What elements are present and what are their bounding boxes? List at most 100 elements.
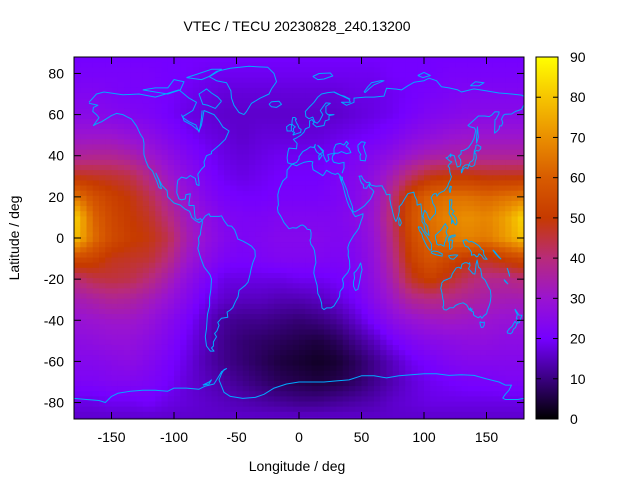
heatmap-cell <box>299 226 306 233</box>
heatmap-cell <box>217 242 225 248</box>
heatmap-cell <box>242 77 250 84</box>
heatmap-cell <box>286 113 294 120</box>
heatmap-cell <box>355 206 363 212</box>
heatmap-cell <box>492 365 500 372</box>
heatmap-cell <box>305 216 313 223</box>
heatmap-cell <box>199 175 206 182</box>
heatmap-cell <box>449 324 456 331</box>
heatmap-cell <box>499 278 506 284</box>
heatmap-cell <box>142 401 150 408</box>
heatmap-cell <box>330 200 338 207</box>
heatmap-cell <box>111 206 119 212</box>
heatmap-cell <box>436 247 444 253</box>
heatmap-cell <box>92 339 100 346</box>
heatmap-cell <box>117 319 125 325</box>
heatmap-cell <box>224 278 231 284</box>
heatmap-cell <box>311 231 319 238</box>
heatmap-cell <box>155 144 163 151</box>
heatmap-cell <box>86 82 94 89</box>
heatmap-cell <box>149 314 156 320</box>
heatmap-cell <box>180 231 188 238</box>
heatmap-cell <box>411 190 419 197</box>
heatmap-cell <box>192 293 200 300</box>
heatmap-cell <box>361 324 369 331</box>
heatmap-cell <box>449 170 456 176</box>
heatmap-cell <box>299 288 306 295</box>
heatmap-cell <box>286 128 294 135</box>
heatmap-cell <box>486 283 494 289</box>
heatmap-cell <box>292 396 300 403</box>
heatmap-cell <box>430 257 438 264</box>
heatmap-cell <box>467 190 475 197</box>
heatmap-cell <box>505 257 513 264</box>
heatmap-cell <box>186 242 194 248</box>
heatmap-cell <box>230 401 238 408</box>
heatmap-cell <box>92 154 100 161</box>
heatmap-cell <box>355 303 363 310</box>
heatmap-cell <box>342 72 350 79</box>
heatmap-cell <box>74 355 81 361</box>
heatmap-cell <box>186 180 194 187</box>
heatmap-cell <box>155 242 163 248</box>
heatmap-cell <box>349 72 356 79</box>
heatmap-cell <box>449 206 456 212</box>
heatmap-cell <box>186 267 194 274</box>
heatmap-cell <box>430 396 438 403</box>
heatmap-cell <box>405 57 413 63</box>
heatmap-cell <box>124 108 131 115</box>
heatmap-cell <box>324 92 331 99</box>
heatmap-cell <box>505 226 513 233</box>
heatmap-cell <box>230 344 238 351</box>
heatmap-cell <box>292 350 300 356</box>
heatmap-cell <box>249 226 256 233</box>
heatmap-cell <box>224 113 231 120</box>
heatmap-cell <box>342 401 350 408</box>
heatmap-cell <box>224 288 231 295</box>
heatmap-cell <box>86 231 94 238</box>
heatmap-cell <box>280 103 288 110</box>
heatmap-cell <box>386 324 394 331</box>
heatmap-cell <box>174 57 181 63</box>
heatmap-cell <box>242 283 250 289</box>
heatmap-cell <box>499 77 506 84</box>
heatmap-cell <box>286 272 294 279</box>
heatmap-cell <box>86 154 94 161</box>
heatmap-cell <box>74 185 81 192</box>
heatmap-cell <box>192 267 200 274</box>
heatmap-cell <box>511 406 519 413</box>
heatmap-cell <box>230 236 238 243</box>
heatmap-cell <box>180 128 188 135</box>
heatmap-cell <box>167 134 175 140</box>
heatmap-cell <box>380 242 388 248</box>
heatmap-cell <box>349 386 356 392</box>
heatmap-cell <box>211 401 219 408</box>
heatmap-cell <box>467 62 475 68</box>
heatmap-cell <box>474 319 481 325</box>
heatmap-cell <box>167 185 175 192</box>
heatmap-cell <box>492 283 500 289</box>
heatmap-cell <box>449 365 456 372</box>
heatmap-cell <box>230 391 238 397</box>
heatmap-cell <box>299 314 306 320</box>
heatmap-cell <box>292 77 300 84</box>
heatmap-cell <box>455 185 463 192</box>
heatmap-cell <box>236 221 244 228</box>
heatmap-cell <box>299 87 306 94</box>
heatmap-cell <box>242 87 250 94</box>
heatmap-cell <box>317 288 325 295</box>
heatmap-cell <box>211 319 219 325</box>
heatmap-cell <box>74 128 81 135</box>
heatmap-cell <box>280 216 288 223</box>
heatmap-cell <box>386 149 394 156</box>
heatmap-cell <box>324 82 331 89</box>
heatmap-cell <box>280 380 288 387</box>
heatmap-cell <box>480 272 488 279</box>
heatmap-cell <box>280 175 288 182</box>
heatmap-cell <box>124 82 131 89</box>
heatmap-cell <box>255 298 263 305</box>
heatmap-cell <box>380 386 388 392</box>
heatmap-cell <box>330 77 338 84</box>
heatmap-cell <box>324 293 331 300</box>
heatmap-cell <box>430 329 438 336</box>
heatmap-cell <box>155 164 163 171</box>
